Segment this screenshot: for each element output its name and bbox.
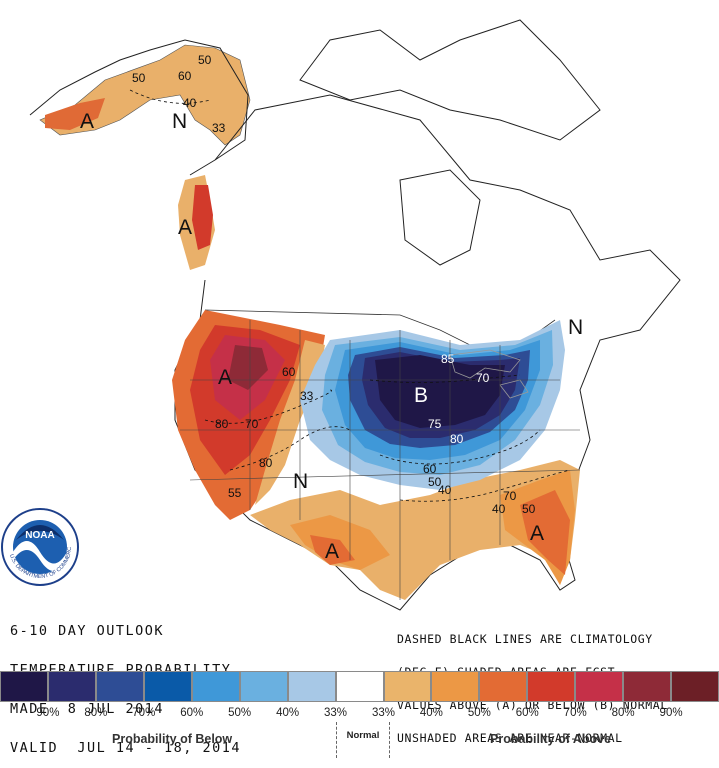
clim-label: 50: [522, 502, 536, 516]
northeast-normal-label: N: [568, 316, 583, 339]
legend-tick-label: 90%: [659, 707, 683, 719]
legend-swatch: [671, 671, 719, 702]
legend-above-caption: Probability of Above: [490, 732, 612, 746]
alaska-above-label: A: [80, 110, 94, 133]
clim-label: 70: [476, 371, 490, 385]
clim-label: 60: [423, 462, 437, 476]
probability-legend-bar: [0, 671, 719, 702]
temperature-outlook-map: A N A A B N A A N 80 70 60 55 50 33 40 5…: [0, 0, 681, 611]
clim-label: 70: [503, 489, 517, 503]
legend-swatch: [431, 671, 480, 702]
clim-label: 60: [282, 365, 296, 379]
legend-tick-label: 70%: [563, 707, 587, 719]
texas-above-area-60: [310, 535, 355, 565]
clim-label: 50: [198, 53, 212, 67]
clim-label: 85: [441, 352, 455, 366]
legend-normal-caption: Normal: [346, 730, 380, 741]
west-above-area-edge: [255, 340, 325, 505]
bc-coast-above-area-strong: [192, 185, 213, 250]
outlook-title: 6-10 DAY OUTLOOK: [10, 623, 165, 639]
legend-swatch: [527, 671, 576, 702]
florida-above-label: A: [530, 522, 544, 545]
clim-label: 80: [215, 417, 229, 431]
clim-label: 80: [259, 456, 273, 470]
legend-tick-label: 60%: [515, 707, 539, 719]
legend-swatch: [623, 671, 672, 702]
probability-legend-ticks: 90% 80% 70% 60% 50% 40% 33% 33% 40% 50% 60% 70% 80% 9…: [0, 707, 719, 723]
texas-above-label: A: [325, 540, 339, 563]
svg-text:U.S. DEPARTMENT OF COMMERCE: U.S. DEPARTMENT OF COMMERCE: [0, 0, 73, 580]
clim-label: 40: [492, 502, 506, 516]
legend-tick-label: 70%: [132, 707, 156, 719]
legend-swatch: [287, 671, 336, 702]
legend-swatch: [479, 671, 528, 702]
note-line: VALUES ABOVE (A) OR BELOW (B) NORMAL: [397, 698, 668, 712]
clim-label: 60: [178, 69, 192, 83]
legend-swatch: [191, 671, 240, 702]
clim-label: 33: [300, 389, 314, 403]
legend-tick-label: 33%: [371, 707, 395, 719]
legend-swatch: [335, 671, 384, 702]
legend-normal-separator-right: [389, 722, 390, 758]
state-borders: [180, 320, 581, 600]
legend-tick-label: 80%: [84, 707, 108, 719]
climatology-isolines: [129, 89, 571, 502]
bc-above-label: A: [178, 216, 192, 239]
noaa-ring-text: U.S. DEPARTMENT OF COMMERCE: [0, 0, 73, 580]
great-lakes: [449, 349, 529, 399]
central-below-label: B: [414, 384, 428, 407]
note-line: UNSHADED AREAS ARE NEAR-NORMAL: [397, 731, 623, 745]
west-above-area-90: [228, 345, 268, 390]
hudson-bay: [399, 169, 481, 266]
legend-swatch: [383, 671, 432, 702]
alaska-above-area-strong: [45, 98, 105, 130]
clim-label: 80: [450, 432, 464, 446]
legend-tick-label: 90%: [36, 707, 60, 719]
clim-label: 75: [428, 417, 442, 431]
clim-label: 70: [245, 417, 259, 431]
alaska-mainland-outline: [29, 39, 249, 176]
central-below-area-80: [375, 355, 505, 428]
clim-label: 50: [132, 71, 146, 85]
legend-normal-separator-left: [336, 722, 337, 758]
clim-label: 33: [212, 121, 226, 135]
arctic-islands: [299, 19, 601, 141]
outlook-valid-dates: VALID JUL 14 - 18, 2014: [10, 740, 242, 756]
outlook-made-date: MADE 8 JUL 2014: [10, 701, 165, 717]
legend-below-caption: Probability of Below: [112, 732, 233, 746]
legend-swatch: [0, 671, 48, 702]
clim-label: 40: [183, 96, 197, 110]
legend-swatch: [95, 671, 144, 702]
florida-above-area-60: [520, 490, 570, 575]
legend-swatch: [47, 671, 96, 702]
clim-label: 40: [438, 483, 452, 497]
west-above-label: A: [218, 366, 232, 389]
legend-tick-label: 40%: [419, 707, 443, 719]
noaa-logo: NOAA U.S. DEPARTMENT OF COMMERCE: [0, 0, 79, 586]
legend-swatch: [239, 671, 288, 702]
noaa-logo-text: NOAA: [25, 530, 54, 541]
legend-tick-label: 50%: [228, 707, 252, 719]
legend-tick-label: 33%: [324, 707, 348, 719]
clim-label: 55: [228, 486, 242, 500]
alaska-normal-label: N: [172, 110, 187, 133]
legend-tick-label: 80%: [611, 707, 635, 719]
clim-label: 50: [428, 475, 442, 489]
legend-swatch: [575, 671, 624, 702]
legend-tick-label: 50%: [467, 707, 491, 719]
plains-normal-label: N: [293, 470, 308, 493]
legend-tick-label: 40%: [276, 707, 300, 719]
south-above-area: [250, 460, 580, 600]
note-line: DASHED BLACK LINES ARE CLIMATOLOGY: [397, 632, 653, 646]
legend-tick-label: 60%: [180, 707, 204, 719]
legend-swatch: [143, 671, 192, 702]
